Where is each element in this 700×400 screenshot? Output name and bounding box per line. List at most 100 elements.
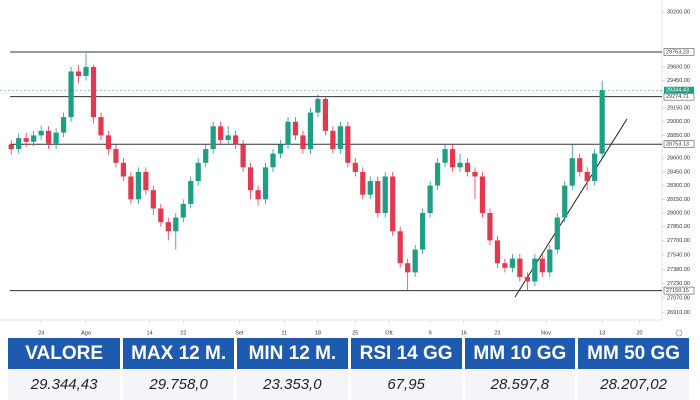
candle [210, 121, 216, 154]
y-tick-label: 28600.00 [667, 156, 690, 162]
y-tick-label: 29000.00 [667, 119, 690, 125]
candle-body [539, 258, 545, 273]
level-tag [663, 140, 695, 148]
candle-body [225, 135, 231, 140]
candle-body [255, 190, 261, 200]
candle [31, 130, 37, 147]
candle [165, 217, 171, 241]
candle-body [307, 112, 314, 150]
candle [524, 272, 530, 291]
candle [457, 153, 463, 172]
y-tick-label: 28150.00 [667, 197, 690, 203]
candle-body [233, 135, 239, 145]
candle-body [285, 121, 291, 145]
y-tick-label: 27700.00 [667, 238, 690, 244]
candle [397, 226, 403, 268]
candle-body [382, 176, 388, 213]
candle [375, 176, 381, 218]
level-label: 27150.15 [666, 288, 689, 294]
candle-body [487, 213, 493, 241]
candle-body [547, 249, 553, 273]
candle [554, 213, 560, 255]
candle [158, 203, 164, 227]
candle-body [420, 213, 426, 250]
candle [547, 244, 553, 277]
candle [599, 80, 605, 159]
candle-body [434, 162, 441, 186]
candle [322, 96, 329, 136]
candle [494, 235, 501, 268]
x-tick-label: 16 [461, 330, 467, 336]
level-label: 29274.71 [666, 94, 689, 100]
y-tick-label: 26910.00 [667, 310, 690, 316]
candle-body [472, 171, 478, 177]
candle [16, 133, 22, 154]
candle [75, 65, 82, 84]
candle-body [60, 117, 67, 133]
candle-body [277, 144, 284, 154]
x-tick-label: Set [235, 330, 244, 336]
candle [46, 126, 52, 150]
x-tick-label: 25 [352, 330, 358, 336]
info-icon[interactable] [675, 329, 683, 337]
candle [128, 171, 134, 204]
candle [262, 162, 269, 204]
candle-body [98, 117, 104, 136]
candle [367, 176, 373, 200]
candle-body [427, 185, 433, 213]
candle-body [16, 138, 22, 150]
candle-body [584, 171, 590, 182]
candle [60, 112, 67, 138]
candle-body [330, 130, 336, 150]
candle [247, 162, 254, 200]
x-tick-label: 13 [599, 330, 605, 336]
header-cell: MM 10 GG [463, 338, 579, 369]
candle-body [68, 71, 74, 118]
candle [352, 158, 358, 177]
candle [420, 208, 426, 255]
candle-body [150, 190, 156, 209]
candle [532, 254, 538, 287]
candle [337, 121, 343, 154]
candle-body [352, 162, 358, 172]
candle [592, 149, 598, 186]
candle [449, 144, 456, 172]
y-tick-label: 27380.00 [667, 267, 690, 273]
y-tick-label: 27540.00 [667, 252, 690, 258]
candle [135, 167, 142, 204]
candle-body [240, 144, 246, 168]
x-tick-label: 24 [38, 330, 44, 336]
candle [427, 181, 433, 218]
candle [569, 144, 575, 191]
candle [180, 199, 186, 223]
candle [442, 144, 448, 168]
candle [203, 144, 209, 168]
y-tick-label: 29150.00 [667, 105, 690, 111]
candle [330, 126, 336, 154]
candle-body [494, 240, 501, 264]
candle-body [442, 149, 448, 163]
value-cell: 29.344,43 [8, 369, 124, 400]
candle-body [8, 144, 14, 150]
candle-body [75, 71, 82, 77]
y-tick-label: 29600.00 [667, 64, 690, 70]
candle [38, 125, 44, 140]
candle-body [337, 126, 343, 150]
candle-body [577, 158, 583, 172]
value-cell: 28.207,02 [576, 369, 692, 400]
level-label: 28753.13 [666, 142, 689, 148]
candle [517, 254, 523, 282]
candle-body [532, 258, 538, 282]
candle-body [135, 171, 142, 200]
price-label: 29344.43 [666, 88, 689, 94]
candle [173, 213, 179, 250]
x-tick-label: 14 [147, 330, 153, 336]
header-cell: MM 50 GG [576, 338, 692, 369]
candle [68, 66, 74, 122]
y-tick-label: 29450.00 [667, 78, 690, 84]
candle [105, 130, 112, 155]
candle-body [120, 162, 127, 177]
y-tick-label: 27070.00 [667, 295, 690, 301]
candle-body [53, 132, 59, 144]
header-cell: MAX 12 M. [121, 338, 237, 369]
